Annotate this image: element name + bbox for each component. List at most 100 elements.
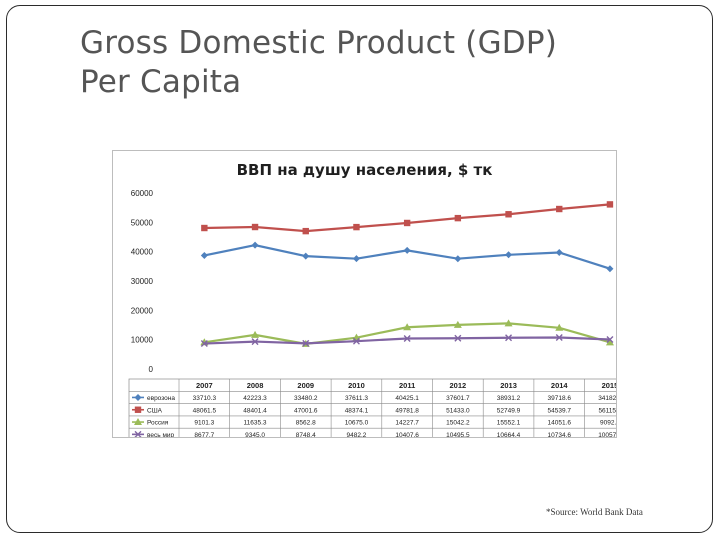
series-2-data-label: 47001.6 — [294, 407, 318, 414]
series-1-point — [505, 251, 513, 259]
series-4-point — [555, 334, 563, 342]
series-4-data-label: 10057.9 — [598, 432, 616, 437]
series-2-data-label: 52749.9 — [497, 407, 521, 414]
series-1-data-label: 37611.3 — [345, 395, 368, 402]
series-4-legend-marker — [134, 430, 142, 437]
x-category-label: 2010 — [348, 381, 365, 390]
x-category-label: 2011 — [399, 381, 415, 390]
x-category-label: 2007 — [196, 381, 213, 390]
series-3-point — [251, 330, 260, 338]
series-4-point — [200, 340, 208, 348]
series-4-data-label: 10495.5 — [446, 432, 470, 437]
series-1-data-label: 38931.2 — [497, 395, 521, 402]
series-4-data-label: 10664.4 — [497, 432, 521, 437]
series-4-point — [302, 339, 310, 347]
series-2-legend-name: США — [147, 407, 163, 414]
series-1-point — [200, 251, 208, 259]
x-category-label: 2013 — [500, 381, 517, 390]
series-4-data-label: 10734.6 — [548, 432, 572, 437]
series-2-point — [606, 201, 614, 208]
y-tick-label: 60000 — [131, 189, 154, 198]
source-note: *Source: World Bank Data — [546, 507, 643, 517]
x-category-label: 2012 — [450, 381, 467, 390]
slide-title-line2: Per Capita — [80, 64, 242, 100]
series-2-data-label: 56115.7 — [598, 407, 616, 414]
series-2-point — [454, 214, 462, 222]
series-1-legend-name: еврозона — [147, 395, 175, 402]
series-3-data-label: 14227.7 — [395, 420, 419, 427]
series-3-point — [555, 323, 564, 331]
y-tick-label: 50000 — [131, 218, 154, 227]
series-2-data-label: 51433.0 — [446, 407, 470, 414]
series-1-point — [251, 241, 259, 249]
series-3-point — [403, 323, 412, 331]
series-2-legend-marker — [134, 406, 142, 413]
series-3-data-label: 15042.2 — [446, 420, 470, 427]
series-3-data-label: 9101.3 — [194, 420, 214, 427]
series-4-data-label: 8677.7 — [194, 432, 214, 437]
y-tick-label: 40000 — [131, 248, 154, 257]
series-4-data-label: 10407.6 — [395, 432, 419, 437]
series-1-point — [352, 255, 360, 263]
series-2-point — [302, 227, 309, 235]
series-2-data-label: 48374.1 — [345, 407, 369, 414]
series-3-data-label: 8562.8 — [296, 420, 316, 427]
series-3-point — [453, 320, 462, 328]
x-category-label: 2008 — [247, 381, 264, 390]
series-3-point — [605, 338, 614, 346]
series-1-point — [302, 252, 310, 260]
series-1-data-label: 34182.4 — [598, 395, 616, 402]
series-1-data-label: 39718.6 — [548, 395, 572, 402]
series-2-data-label: 54539.7 — [548, 407, 572, 414]
series-4-data-label: 8748.4 — [296, 432, 316, 437]
series-1-data-label: 40425.1 — [395, 395, 419, 402]
series-2-point — [505, 211, 512, 218]
series-4-point — [352, 337, 360, 345]
series-4-point — [454, 334, 462, 342]
series-2-data-label: 48061.5 — [193, 407, 217, 414]
series-3-data-label: 9092.6 — [600, 420, 616, 427]
series-3-data-label: 15552.1 — [497, 420, 521, 427]
series-3-legend-name: Россия — [147, 420, 169, 427]
series-1-data-label: 33710.3 — [193, 395, 217, 402]
series-4-point — [606, 336, 614, 343]
series-1-data-label: 42223.3 — [243, 395, 267, 402]
series-2-data-label: 49781.8 — [395, 407, 419, 414]
series-4-legend-name: весь мир — [147, 432, 175, 437]
series-4-data-label: 9345.0 — [245, 432, 265, 437]
x-category-label: 2014 — [551, 381, 569, 390]
y-tick-label: 20000 — [131, 306, 154, 315]
series-4-point — [403, 334, 411, 342]
series-1-point — [555, 248, 563, 256]
y-tick-label: 0 — [149, 365, 154, 374]
series-4-data-label: 9482.2 — [347, 432, 367, 437]
series-2-line — [204, 203, 611, 233]
series-2-point — [201, 224, 208, 232]
series-1-point — [403, 246, 411, 254]
series-2-data-label: 48401.4 — [243, 407, 267, 414]
series-3-data-label: 11635.3 — [244, 420, 267, 427]
series-3-data-label: 14051.6 — [548, 420, 572, 427]
chart-title: ВВП на душу населения, $ тк — [236, 161, 493, 179]
slide-title-line1: Gross Domestic Product (GDP) — [80, 25, 558, 61]
series-3-data-label: 10675.0 — [345, 420, 369, 427]
series-2-point — [556, 205, 563, 213]
series-4-point — [251, 338, 259, 346]
series-4-point — [505, 334, 513, 342]
series-2-point — [403, 219, 411, 227]
series-1-legend-marker — [134, 393, 142, 401]
series-3-point — [504, 319, 513, 327]
data-table-border — [128, 378, 616, 437]
y-tick-label: 10000 — [131, 336, 154, 345]
line-chart: 0 10000 20000 30000 40000 50000 60000 2007 2008 2… — [128, 189, 616, 437]
slide-title: Gross Domestic Product (GDP) Per Capita — [80, 24, 557, 102]
series-1-point — [454, 255, 462, 263]
series-1-data-label: 33480.2 — [294, 395, 318, 402]
series-1-point — [606, 265, 614, 273]
chart-frame: ВВП на душу населения, $ тк 0 10000 20000 3… — [112, 150, 617, 438]
x-category-label: 2009 — [297, 381, 314, 390]
y-tick-label: 30000 — [131, 277, 154, 286]
series-2-point — [353, 223, 360, 231]
series-2-point — [251, 223, 259, 231]
series-3-legend-marker — [134, 418, 142, 426]
